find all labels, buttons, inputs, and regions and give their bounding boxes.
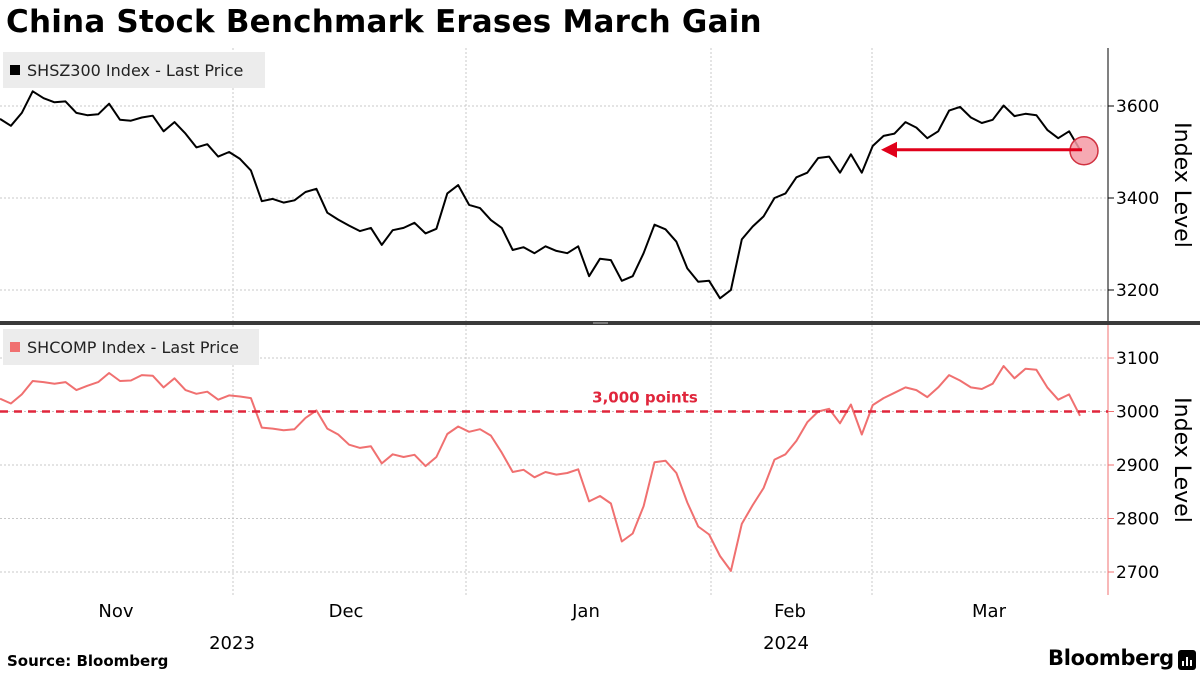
y-tick-label: 2800 xyxy=(1116,510,1159,530)
chart-title: China Stock Benchmark Erases March Gain xyxy=(6,4,762,40)
bloomberg-bars-icon xyxy=(1178,650,1196,670)
y-tick-label: 2700 xyxy=(1116,563,1159,583)
legend-box xyxy=(3,329,259,365)
legend-label: SHCOMP Index - Last Price xyxy=(27,338,239,357)
y-tick-label: 3000 xyxy=(1116,403,1159,423)
legend-swatch xyxy=(10,342,20,352)
y-axis-label: Index Level xyxy=(1169,122,1194,248)
legend: SHSZ300 Index - Last Price xyxy=(3,52,265,88)
legend: SHCOMP Index - Last Price xyxy=(3,329,259,365)
source-note: Source: Bloomberg xyxy=(7,652,169,670)
y-tick-label: 3200 xyxy=(1116,281,1159,301)
bloomberg-logo: Bloomberg xyxy=(1048,646,1174,670)
y-tick-label: 2900 xyxy=(1116,456,1159,476)
x-tick-label: Feb xyxy=(774,601,806,622)
y-tick-label: 3100 xyxy=(1116,349,1159,369)
x-tick-label: Jan xyxy=(571,601,600,622)
y-tick-label: 3400 xyxy=(1116,189,1159,209)
y-axis-label: Index Level xyxy=(1169,397,1194,523)
x-tick-label: Nov xyxy=(98,601,133,622)
legend-box xyxy=(3,52,265,88)
x-year-label: 2023 xyxy=(209,633,255,654)
x-tick-label: Mar xyxy=(972,601,1007,622)
x-tick-label: Dec xyxy=(329,601,364,622)
reference-line-label: 3,000 points xyxy=(592,389,698,407)
y-tick-label: 3600 xyxy=(1116,97,1159,117)
x-year-label: 2024 xyxy=(763,633,809,654)
legend-swatch xyxy=(10,65,20,75)
series-line-shsz300 xyxy=(0,90,1081,300)
annotation-arrow-head xyxy=(881,141,897,158)
legend-label: SHSZ300 Index - Last Price xyxy=(27,61,243,80)
series-line-shcomp xyxy=(0,365,1081,572)
